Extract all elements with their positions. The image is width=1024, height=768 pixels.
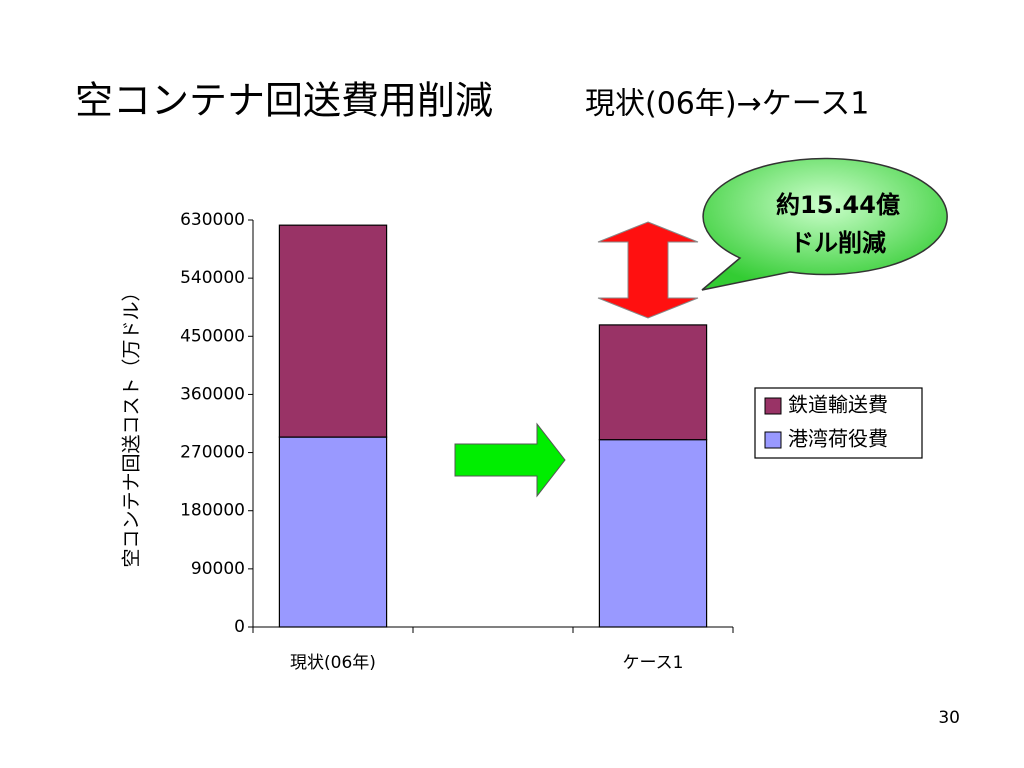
y-tick-label: 360000 bbox=[180, 384, 245, 404]
y-tick-label: 0 bbox=[234, 617, 245, 637]
bar-segment bbox=[278, 436, 388, 628]
bar-segment bbox=[598, 324, 708, 441]
y-tick-label: 270000 bbox=[180, 443, 245, 463]
callout-text: ドル削減 bbox=[790, 229, 886, 257]
y-tick-label: 450000 bbox=[180, 326, 245, 346]
legend bbox=[754, 387, 923, 459]
callout bbox=[701, 157, 948, 291]
y-tick-label: 180000 bbox=[180, 501, 245, 521]
legend-label: 鉄道輸送費 bbox=[788, 393, 888, 417]
slide-subtitle: 現状(06年)→ケース1 bbox=[585, 87, 869, 122]
y-axis-label: 空コンテナ回送コスト（万ドル） bbox=[121, 282, 143, 567]
bar-segment bbox=[598, 439, 708, 628]
legend-swatch bbox=[764, 397, 782, 415]
page-number: 30 bbox=[938, 708, 960, 728]
green-arrow bbox=[454, 422, 566, 498]
x-tick-label: 現状(06年) bbox=[290, 653, 376, 673]
slide-title: 空コンテナ回送費用削減 bbox=[75, 79, 493, 123]
legend-label: 港湾荷役費 bbox=[788, 427, 888, 451]
callout-text: 約15.44億 bbox=[776, 191, 900, 219]
x-tick-label: ケース1 bbox=[623, 653, 684, 673]
legend-swatch bbox=[764, 431, 782, 449]
y-tick-label: 540000 bbox=[180, 268, 245, 288]
red-arrow bbox=[597, 221, 699, 319]
y-tick-label: 630000 bbox=[180, 210, 245, 230]
bar-segment bbox=[278, 224, 388, 438]
y-tick-label: 90000 bbox=[191, 559, 245, 579]
